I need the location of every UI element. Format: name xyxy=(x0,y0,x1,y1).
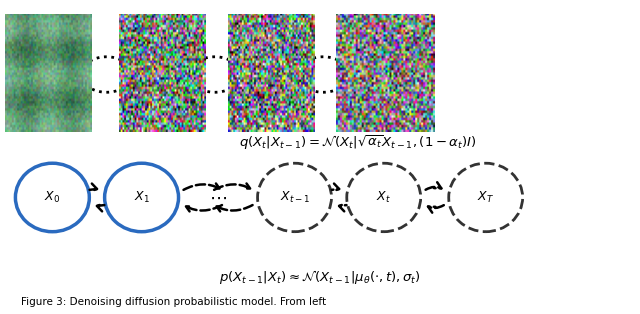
Text: $p(X_{t-1}|X_t) \approx \mathcal{N}(X_{t-1}|\mu_\theta(\cdot, t), \sigma_t)$: $p(X_{t-1}|X_t) \approx \mathcal{N}(X_{t… xyxy=(219,268,421,286)
Text: $X_t$: $X_t$ xyxy=(376,190,391,205)
Text: $X_T$: $X_T$ xyxy=(477,190,494,205)
Text: $X_{t-1}$: $X_{t-1}$ xyxy=(280,190,310,205)
Text: $q(X_t|X_{t-1}) = \mathcal{N}(X_t|\sqrt{\alpha_t}X_{t-1}, (1-\alpha_t)I)$: $q(X_t|X_{t-1}) = \mathcal{N}(X_t|\sqrt{… xyxy=(239,133,477,152)
Text: $X_0$: $X_0$ xyxy=(44,190,60,205)
Text: Figure 3: Denoising diffusion probabilistic model. From left: Figure 3: Denoising diffusion probabilis… xyxy=(20,297,326,307)
Text: $\cdots$: $\cdots$ xyxy=(209,188,227,207)
Text: $X_1$: $X_1$ xyxy=(134,190,150,205)
